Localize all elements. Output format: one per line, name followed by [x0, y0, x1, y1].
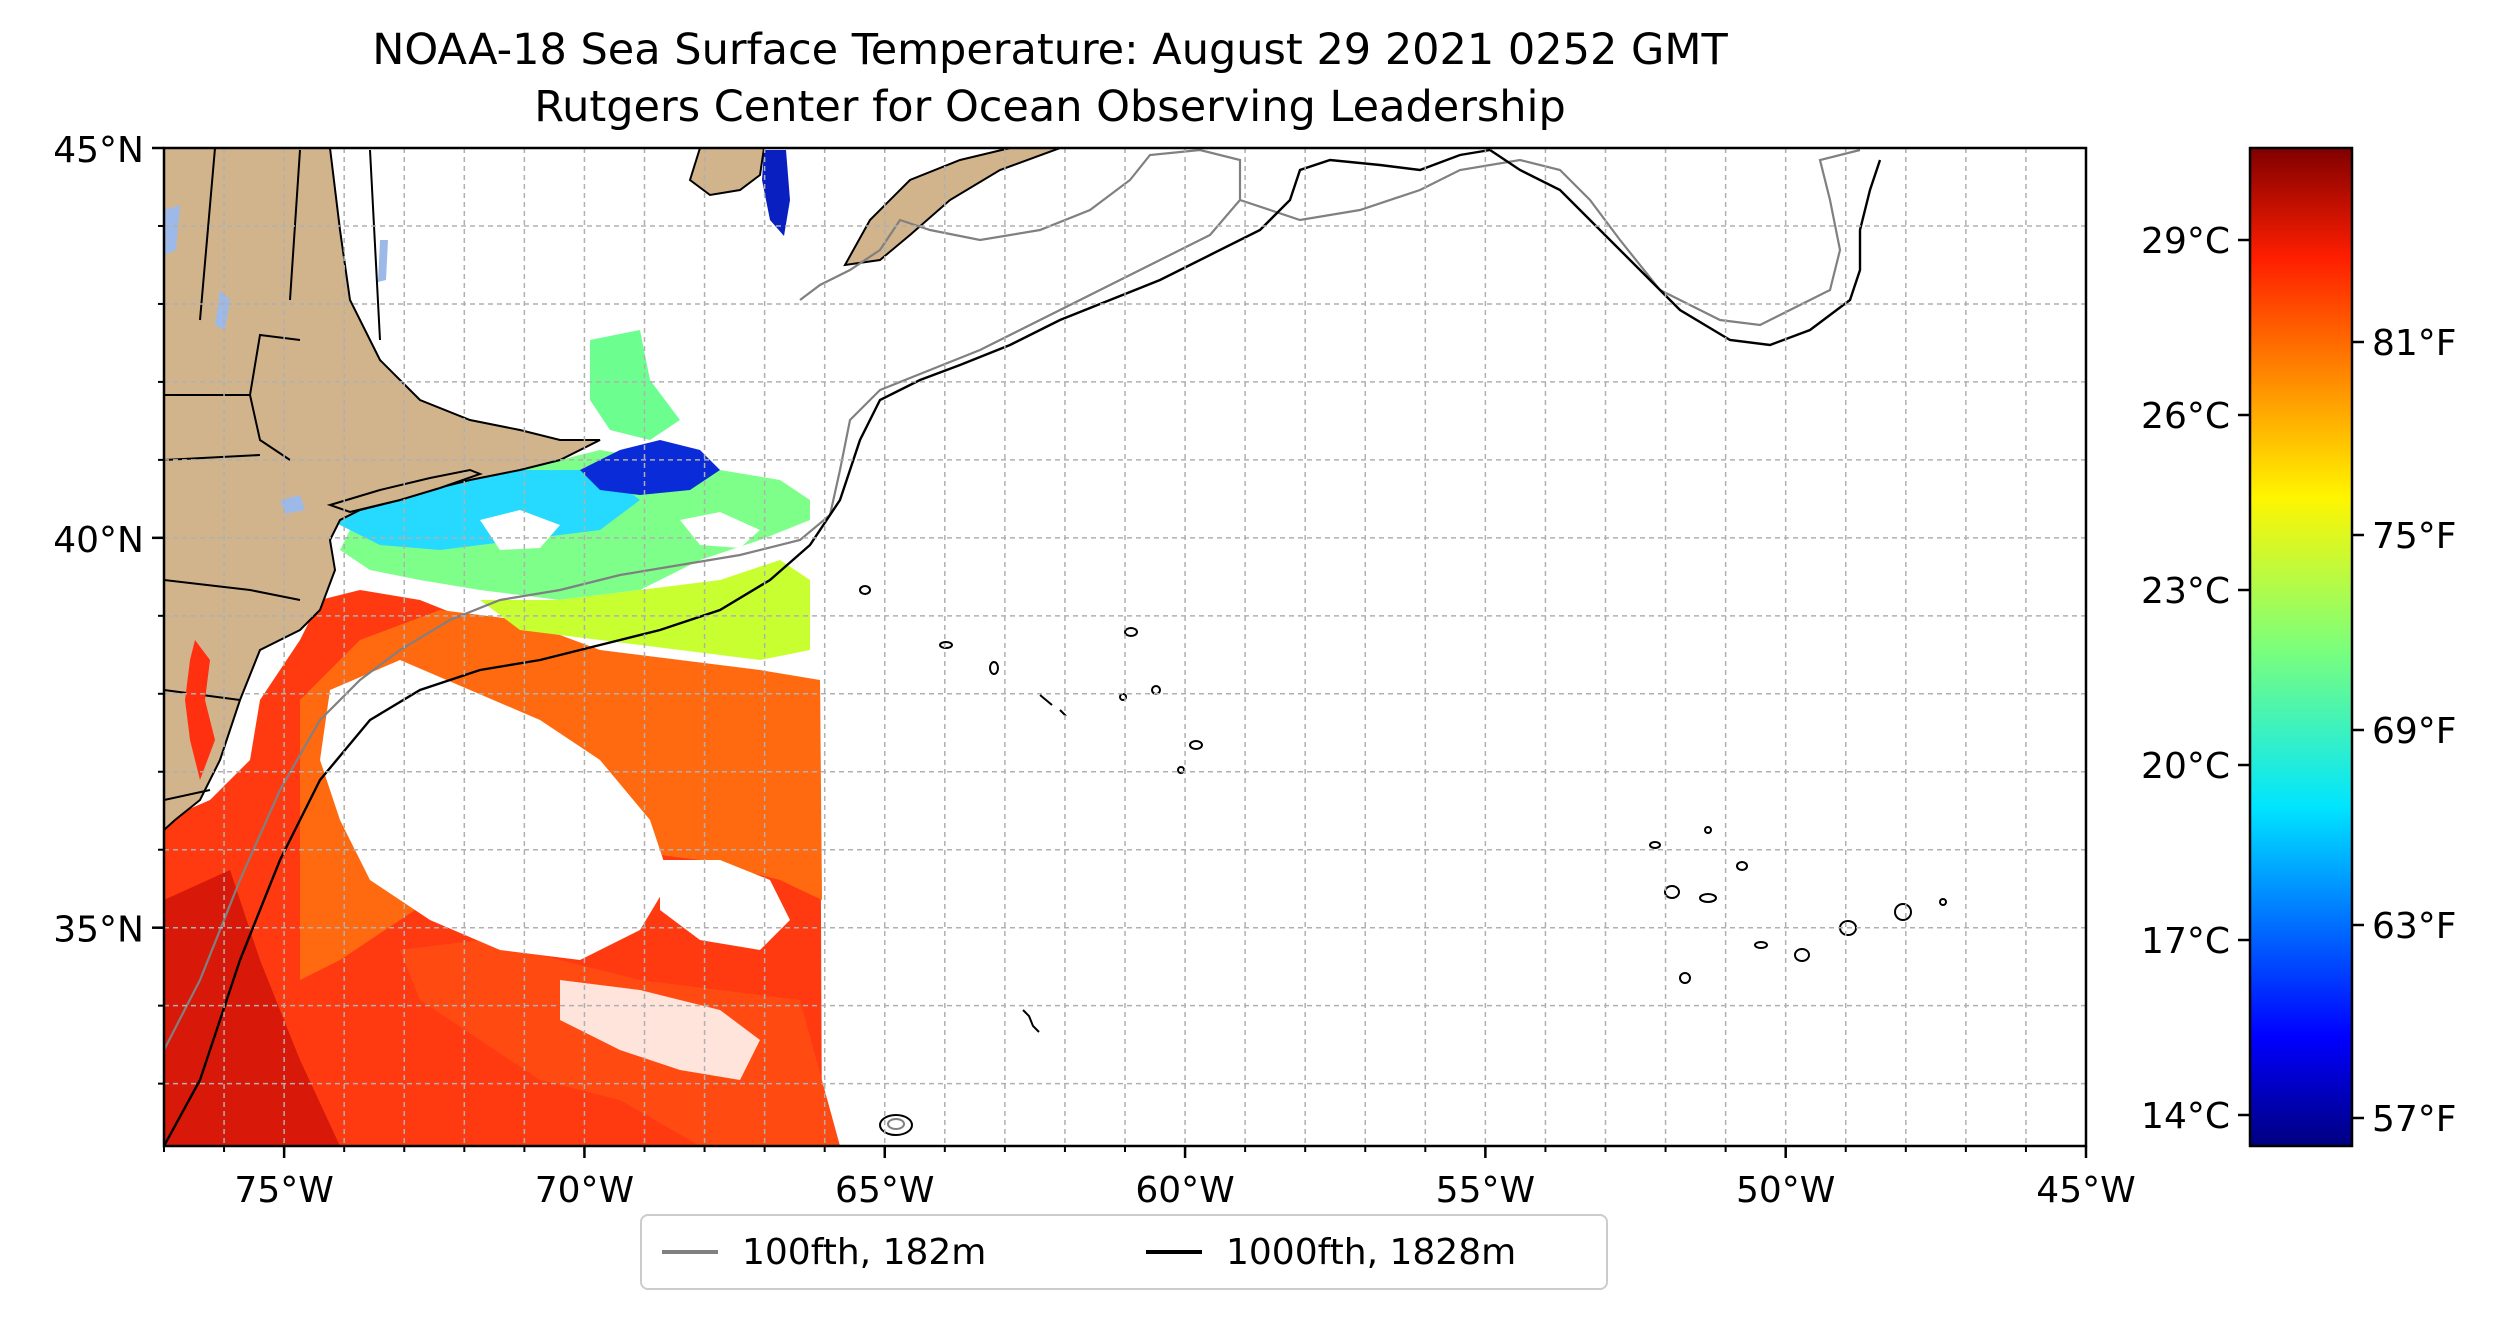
legend-item-100fth: 100fth, 182m	[662, 1216, 986, 1288]
land-new-brunswick	[688, 148, 766, 197]
cloud-gap-main	[320, 660, 670, 960]
sst-bay-of-fundy-blue	[762, 150, 790, 236]
legend-swatch-100fth	[662, 1250, 718, 1254]
chesapeake-bay	[185, 640, 215, 780]
colorbar-celsius-axis: 29°C 26°C 23°C 20°C 17°C 14°C	[2141, 221, 2250, 1137]
colorbar-fahrenheit-axis: 81°F 75°F 69°F 63°F 57°F	[2352, 323, 2457, 1140]
gridlines	[164, 148, 2086, 1146]
cloud-gap-east	[660, 860, 790, 950]
lon-tick-label: 55°W	[1436, 1170, 1535, 1211]
sst-blue-georges-bank	[580, 440, 720, 495]
colorbar-fahrenheit-label: 57°F	[2372, 1099, 2457, 1140]
lon-tick-label: 50°W	[1736, 1170, 1835, 1211]
colorbar-gradient	[2248, 146, 2354, 1148]
colorbar-celsius-label: 23°C	[2141, 571, 2230, 612]
isobath-100fth	[164, 148, 1861, 1051]
colorbar-celsius-label: 14°C	[2141, 1096, 2230, 1137]
colorbar-fahrenheit-label: 63°F	[2372, 906, 2457, 947]
isobath-1000fth	[164, 148, 1882, 1146]
sst-green-gulf-of-maine	[590, 330, 680, 440]
legend-swatch-1000fth	[1146, 1250, 1202, 1254]
legend: 100fth, 182m 1000fth, 1828m	[640, 1214, 1608, 1290]
colorbar-celsius-label: 17°C	[2141, 921, 2230, 962]
lat-tick-label: 40°N	[53, 520, 144, 561]
colorbar-fahrenheit-label: 75°F	[2372, 516, 2457, 557]
colorbar-fahrenheit-label: 81°F	[2372, 323, 2457, 364]
figure-subtitle: Rutgers Center for Ocean Observing Leade…	[534, 82, 1566, 132]
seamount-contours-gray	[887, 1118, 906, 1130]
colorbar: 29°C 26°C 23°C 20°C 17°C 14°C 81°F 75°F 69°F 63°…	[2141, 146, 2457, 1148]
colorbar-fahrenheit-label: 69°F	[2372, 711, 2457, 752]
lon-tick-label: 60°W	[1135, 1170, 1234, 1211]
lat-tick-label: 35°N	[53, 910, 144, 951]
lon-axis: 75°W 70°W 65°W 60°W 55°W 50°W 45°W	[163, 1146, 2136, 1211]
lon-tick-label: 75°W	[234, 1170, 333, 1211]
colorbar-celsius-label: 26°C	[2141, 396, 2230, 437]
map-panel	[164, 148, 2086, 1146]
land-nova-scotia	[843, 148, 1061, 267]
figure-title: NOAA-18 Sea Surface Temperature: August …	[372, 25, 1728, 75]
sst-cyan-shelf	[330, 470, 640, 550]
lat-tick-label: 45°N	[53, 130, 144, 171]
legend-label-1000fth: 1000fth, 1828m	[1226, 1231, 1517, 1273]
lon-tick-label: 70°W	[535, 1170, 634, 1211]
lat-axis: 45°N 40°N 35°N	[53, 130, 164, 1085]
legend-item-1000fth: 1000fth, 1828m	[1146, 1216, 1516, 1288]
legend-label-100fth: 100fth, 182m	[742, 1231, 987, 1273]
colorbar-celsius-label: 20°C	[2141, 746, 2230, 787]
cloud-gap-shelf	[480, 510, 760, 550]
lon-tick-label: 65°W	[835, 1170, 934, 1211]
lon-tick-label: 45°W	[2036, 1170, 2135, 1211]
colorbar-celsius-label: 29°C	[2141, 221, 2230, 262]
sst-deep-red	[164, 870, 340, 1146]
